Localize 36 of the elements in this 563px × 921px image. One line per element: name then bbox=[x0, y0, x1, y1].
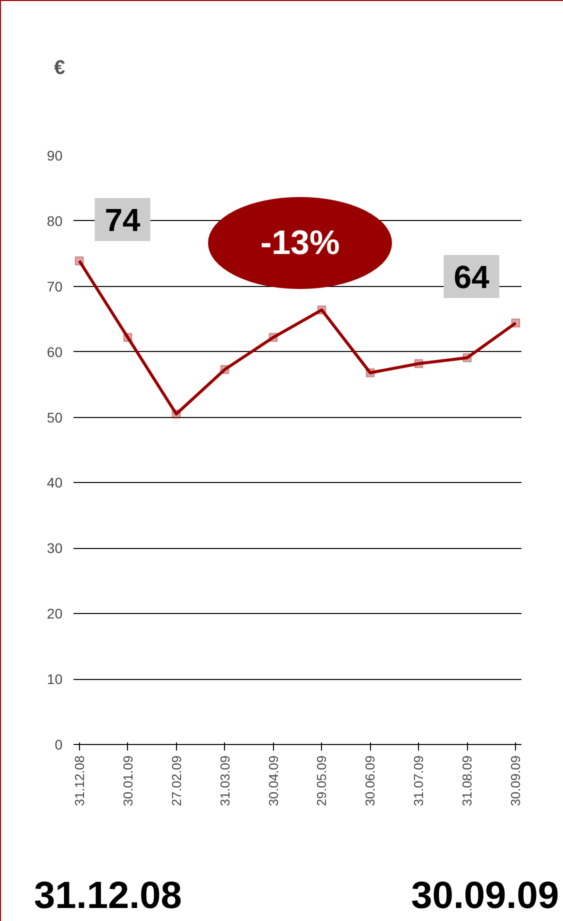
point bbox=[220, 365, 230, 374]
x-tick-label: 31.03.09 bbox=[217, 755, 232, 806]
x-tick-label: 30.09.09 bbox=[508, 755, 524, 806]
y-tick-label: 30 bbox=[46, 540, 63, 556]
annotation: -13% bbox=[260, 222, 340, 264]
point bbox=[172, 410, 181, 419]
text: 31.12.08 bbox=[34, 874, 182, 919]
y-tick-label: 80 bbox=[46, 212, 63, 229]
point bbox=[317, 305, 326, 314]
annotation: 74 bbox=[104, 202, 140, 238]
point bbox=[462, 353, 472, 362]
y-tick-label: 70 bbox=[46, 278, 63, 294]
y-tick-label: 0 bbox=[54, 736, 63, 752]
point bbox=[268, 332, 278, 342]
x-tick-label: 31.07.09 bbox=[411, 755, 426, 806]
y-tick-label: 10 bbox=[46, 671, 63, 688]
point bbox=[123, 332, 132, 342]
x-tick-label: 29.05.09 bbox=[314, 755, 330, 806]
y-tick-label: 50 bbox=[46, 409, 63, 426]
x-tick-label: 31.12.08 bbox=[72, 755, 87, 806]
x-tick-label: 30.04.09 bbox=[266, 755, 281, 806]
y-tick-label: 20 bbox=[46, 606, 63, 622]
point bbox=[414, 359, 424, 368]
point bbox=[511, 318, 520, 328]
point bbox=[74, 256, 84, 266]
x-tick-label: 30.01.09 bbox=[120, 755, 136, 806]
y-tick-label: 90 bbox=[46, 148, 63, 164]
x-tick-label: 30.06.09 bbox=[362, 755, 378, 806]
x-tick-label: 31.08.09 bbox=[460, 755, 475, 806]
annotation: 64 bbox=[454, 259, 490, 295]
x-tick-label: 27.02.09 bbox=[168, 755, 184, 806]
y-tick-label: 40 bbox=[46, 474, 63, 491]
point bbox=[366, 368, 375, 378]
text: 30.09.09 bbox=[411, 874, 559, 919]
y-axis-title: € bbox=[54, 56, 66, 81]
y-tick-label: 60 bbox=[46, 344, 63, 360]
